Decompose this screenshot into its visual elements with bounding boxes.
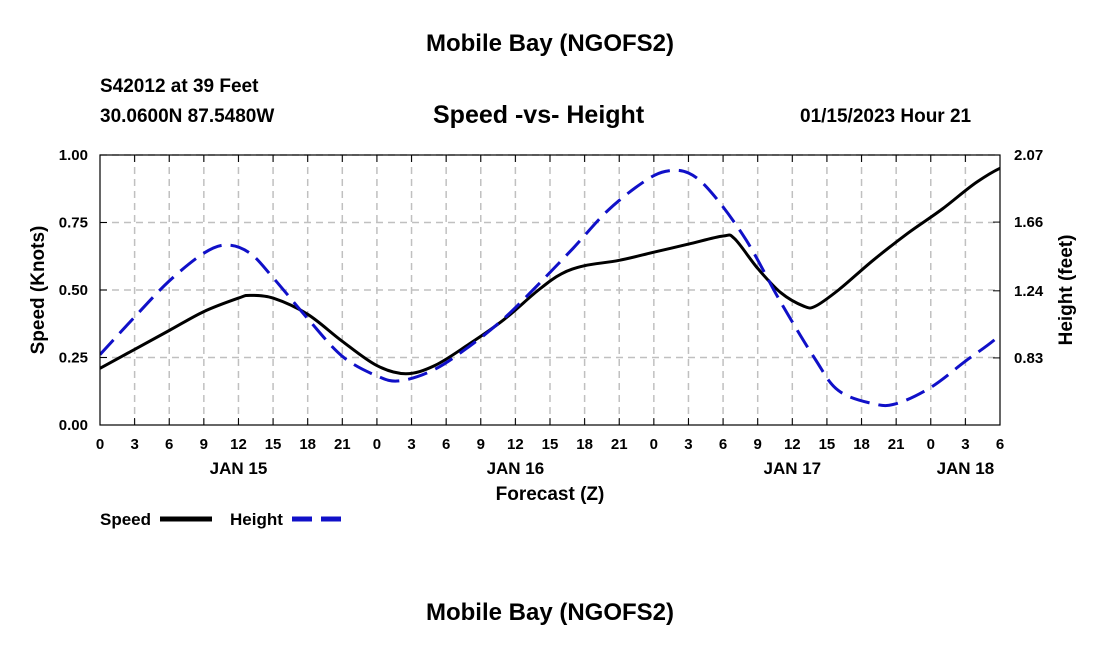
x-axis-title: Forecast (Z) xyxy=(496,484,605,505)
x-tick-label: 0 xyxy=(373,436,381,453)
y2-axis-title: Height (feet) xyxy=(1056,235,1077,346)
day-label: JAN 17 xyxy=(763,459,821,478)
day-label: JAN 15 xyxy=(210,459,268,478)
speed-height-chart: 0 3 6 9 12 15 18 21 0 3 6 9 12 15 18 21 0 3 6 9 12 15 18 21 0 3 6 0… xyxy=(0,0,1100,650)
y-tick-label: 0.50 xyxy=(59,282,88,299)
day-label: JAN 18 xyxy=(937,459,995,478)
legend-label-height: Height xyxy=(230,510,283,529)
x-tick-label: 18 xyxy=(576,436,593,453)
x-tick-label: 3 xyxy=(684,436,692,453)
y2-tick-label: 0.83 xyxy=(1014,350,1043,367)
y-tick-label: 0.75 xyxy=(59,215,88,232)
x-tick-label: 9 xyxy=(477,436,485,453)
y-axis-title: Speed (Knots) xyxy=(28,226,49,355)
y2-tick-label: 1.66 xyxy=(1014,214,1043,231)
footer-title: Mobile Bay (NGOFS2) xyxy=(0,599,1100,627)
x-tick-label: 15 xyxy=(819,436,836,453)
chart-legend: Speed Height xyxy=(100,510,344,529)
y2-tick-label: 2.07 xyxy=(1014,147,1043,164)
x-tick-label: 18 xyxy=(299,436,316,453)
chart-series xyxy=(100,155,1100,406)
series-line-height xyxy=(100,155,1100,406)
x-tick-label: 3 xyxy=(961,436,969,453)
legend-label-speed: Speed xyxy=(100,510,151,529)
x-tick-label: 15 xyxy=(265,436,282,453)
x-tick-label: 6 xyxy=(442,436,450,453)
y2-tick-label: 1.24 xyxy=(1014,283,1044,300)
x-tick-label: 3 xyxy=(130,436,138,453)
x-tick-label: 6 xyxy=(165,436,173,453)
x-tick-label: 6 xyxy=(719,436,727,453)
x-tick-label: 12 xyxy=(507,436,524,453)
x-tick-label: 0 xyxy=(96,436,104,453)
x-tick-label: 9 xyxy=(200,436,208,453)
x-tick-label: 0 xyxy=(927,436,935,453)
x-tick-label: 12 xyxy=(230,436,247,453)
x-tick-label: 9 xyxy=(754,436,762,453)
x-tick-label: 21 xyxy=(334,436,351,453)
x-tick-label: 3 xyxy=(407,436,415,453)
x-tick-label: 15 xyxy=(542,436,559,453)
day-label: JAN 16 xyxy=(487,459,545,478)
x-tick-label: 21 xyxy=(611,436,628,453)
y-tick-label: 1.00 xyxy=(59,147,88,164)
chart-axes: 0 3 6 9 12 15 18 21 0 3 6 9 12 15 18 21 0 3 6 9 12 15 18 21 0 3 6 0… xyxy=(28,147,1077,505)
x-tick-label: 18 xyxy=(853,436,870,453)
y-tick-label: 0.00 xyxy=(59,417,88,434)
y-tick-label: 0.25 xyxy=(59,350,88,367)
chart-grid xyxy=(100,155,1000,425)
x-tick-label: 0 xyxy=(650,436,658,453)
x-tick-label: 21 xyxy=(888,436,905,453)
x-tick-label: 12 xyxy=(784,436,801,453)
x-tick-label: 6 xyxy=(996,436,1004,453)
